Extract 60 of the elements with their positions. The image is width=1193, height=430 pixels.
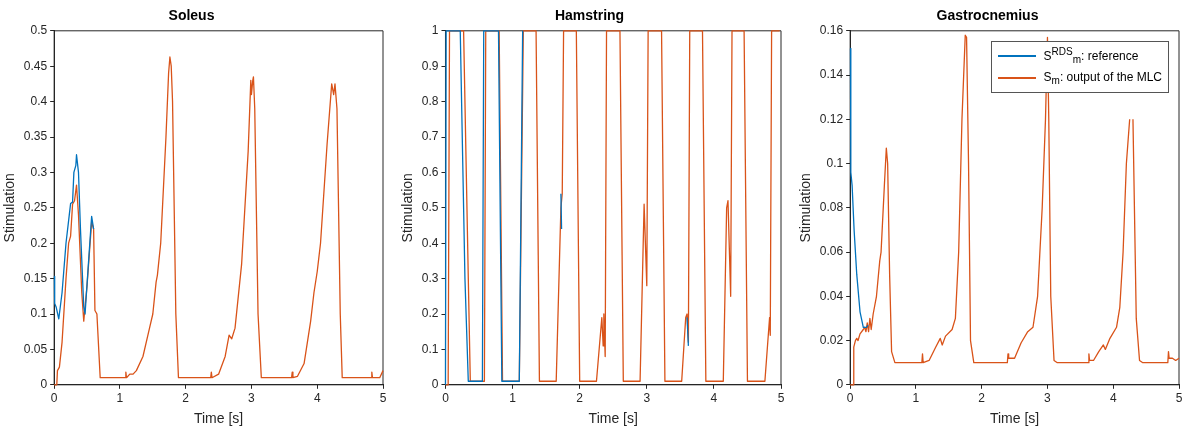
y-tick-label: 0.7 (421, 129, 439, 144)
y-tick-label: 0.04 (819, 288, 844, 303)
y-tick-label: 0.35 (23, 129, 48, 144)
chart-title: Soleus (168, 7, 215, 24)
y-tick-label: 0.2 (421, 306, 439, 321)
x-axis-title: Time [s] (193, 410, 244, 427)
y-tick-label: 0 (431, 377, 439, 392)
y-tick-label: 0.1 (826, 155, 844, 170)
y-tick-label: 0.02 (819, 332, 844, 347)
y-axis-title: Stimulation (797, 173, 814, 243)
y-tick-label: 0.1 (30, 306, 48, 321)
x-tick-label: 4 (710, 391, 718, 406)
chart-title: Gastrocnemius (936, 7, 1039, 24)
y-tick-label: 0.2 (30, 235, 48, 250)
x-tick-label: 3 (1044, 391, 1052, 406)
y-tick-label: 0.1 (421, 341, 439, 356)
y-tick-label: 0.5 (30, 23, 48, 38)
y-tick-label: 0 (836, 377, 844, 392)
y-tick-label: 0.08 (819, 200, 844, 215)
x-tick-label: 5 (1175, 391, 1183, 406)
x-tick-label: 5 (379, 391, 387, 406)
x-tick-label: 2 (978, 391, 986, 406)
y-tick-label: 0 (40, 377, 48, 392)
x-tick-label: 1 (912, 391, 920, 406)
x-tick-label: 2 (576, 391, 584, 406)
y-tick-label: 0.5 (421, 200, 439, 215)
legend-label: S$^{RDS}$$_{m}$: reference (1043, 46, 1139, 66)
x-axis-title: Time [s] (989, 410, 1040, 427)
y-axis-title: Stimulation (399, 173, 416, 243)
y-tick-label: 0.3 (421, 270, 439, 285)
x-axis-title: Time [s] (588, 410, 638, 427)
y-tick-label: 0.45 (23, 58, 48, 73)
x-tick-label: 0 (442, 391, 450, 406)
y-tick-label: 0.3 (30, 164, 48, 179)
x-tick-label: 3 (643, 391, 651, 406)
y-tick-label: 0.6 (421, 164, 439, 179)
y-tick-label: 0.9 (421, 58, 439, 73)
x-tick-label: 0 (50, 391, 58, 406)
legend-label: S$_{m}$: output of the MLC (1043, 69, 1162, 86)
x-tick-label: 0 (846, 391, 854, 406)
x-tick-label: 4 (313, 391, 321, 406)
y-tick-label: 0.16 (819, 23, 844, 38)
x-tick-label: 5 (777, 391, 785, 406)
y-tick-label: 0.4 (421, 235, 439, 250)
y-tick-label: 0.12 (819, 111, 844, 126)
y-tick-label: 0.15 (23, 270, 48, 285)
y-tick-label: 0.8 (421, 93, 439, 108)
y-tick-label: 0.05 (23, 341, 48, 356)
x-tick-label: 2 (182, 391, 190, 406)
y-tick-label: 0.06 (819, 244, 844, 259)
x-tick-label: 1 (509, 391, 517, 406)
y-axis-title: Stimulation (1, 173, 18, 243)
chart-title: Hamstring (554, 7, 625, 24)
x-tick-label: 4 (1109, 391, 1117, 406)
y-tick-label: 1 (431, 23, 439, 38)
x-tick-label: 3 (248, 391, 256, 406)
x-tick-label: 1 (116, 391, 124, 406)
y-tick-label: 0.25 (23, 200, 48, 215)
y-tick-label: 0.4 (30, 93, 48, 108)
y-tick-label: 0.14 (819, 67, 844, 82)
